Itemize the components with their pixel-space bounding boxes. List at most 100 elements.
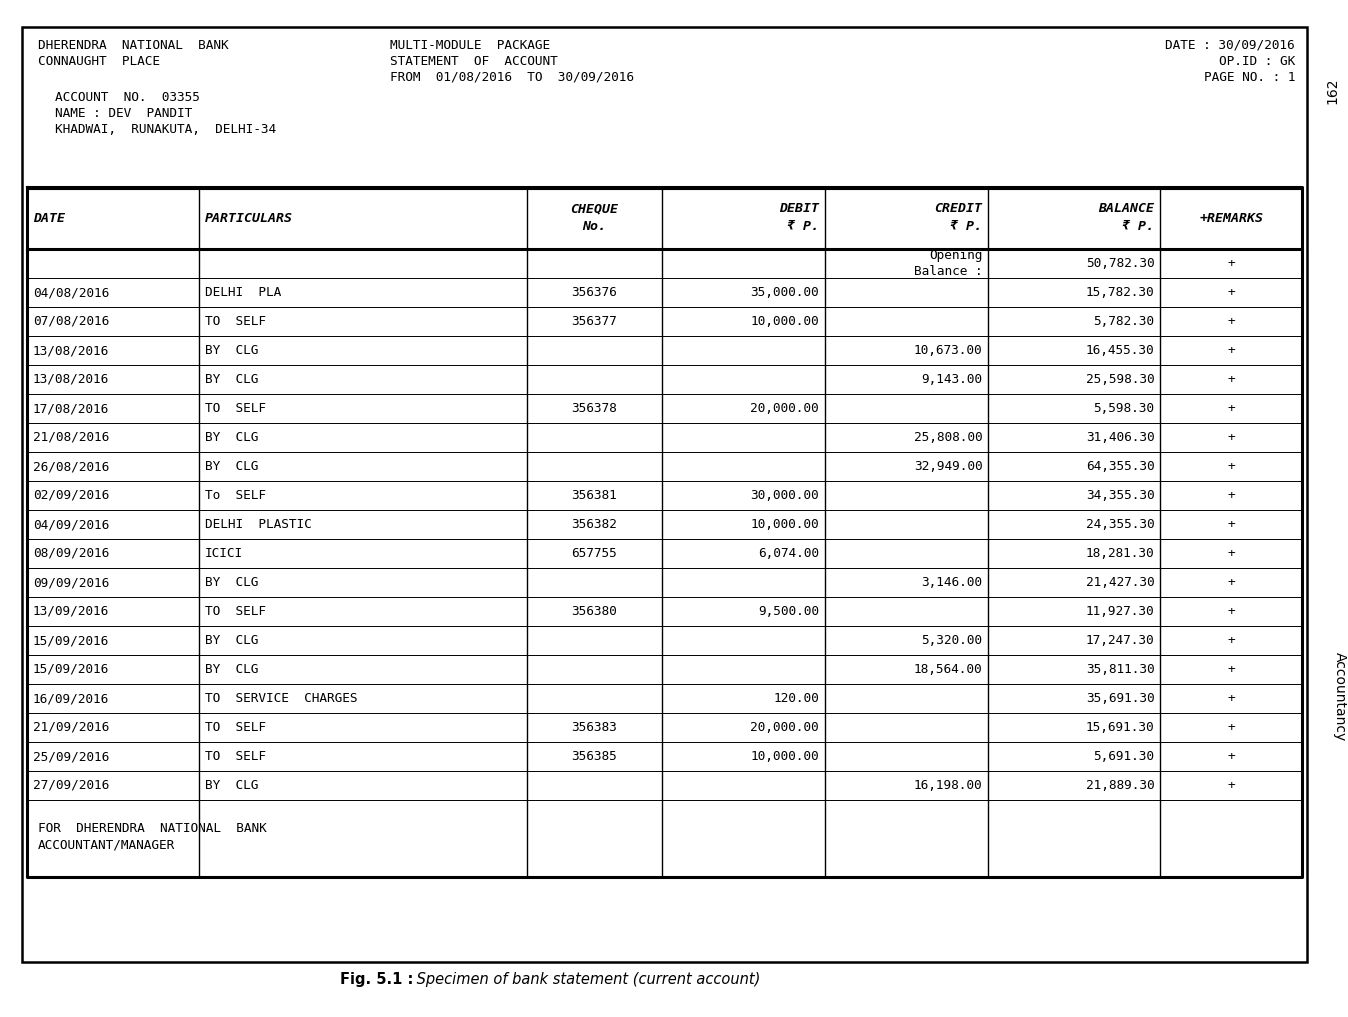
Text: TO  SELF: TO SELF bbox=[205, 750, 266, 763]
Text: 21,427.30: 21,427.30 bbox=[1086, 576, 1154, 589]
Text: +: + bbox=[1228, 344, 1235, 357]
Text: KHADWAI,  RUNAKUTA,  DELHI-34: KHADWAI, RUNAKUTA, DELHI-34 bbox=[55, 123, 276, 136]
Text: ICICI: ICICI bbox=[205, 547, 243, 560]
Text: TO  SERVICE  CHARGES: TO SERVICE CHARGES bbox=[205, 692, 357, 705]
Text: 15,691.30: 15,691.30 bbox=[1086, 721, 1154, 734]
Text: 31,406.30: 31,406.30 bbox=[1086, 431, 1154, 444]
Text: 64,355.30: 64,355.30 bbox=[1086, 460, 1154, 473]
Text: BY  CLG: BY CLG bbox=[205, 634, 259, 647]
Text: Specimen of bank statement (current account): Specimen of bank statement (current acco… bbox=[412, 972, 760, 988]
Text: 162: 162 bbox=[1325, 77, 1339, 104]
Text: 21,889.30: 21,889.30 bbox=[1086, 779, 1154, 792]
Text: 04/08/2016: 04/08/2016 bbox=[32, 286, 109, 299]
Text: 3,146.00: 3,146.00 bbox=[921, 576, 983, 589]
Text: ₹ P.: ₹ P. bbox=[1123, 221, 1154, 234]
Text: BY  CLG: BY CLG bbox=[205, 663, 259, 676]
Text: 16/09/2016: 16/09/2016 bbox=[32, 692, 109, 705]
Text: TO  SELF: TO SELF bbox=[205, 605, 266, 618]
Text: TO  SELF: TO SELF bbox=[205, 721, 266, 734]
Text: +: + bbox=[1228, 750, 1235, 763]
Text: CREDIT: CREDIT bbox=[934, 202, 983, 216]
Text: 6,074.00: 6,074.00 bbox=[758, 547, 820, 560]
Text: 21/08/2016: 21/08/2016 bbox=[32, 431, 109, 444]
Text: 356385: 356385 bbox=[572, 750, 617, 763]
Text: 25,808.00: 25,808.00 bbox=[914, 431, 983, 444]
Text: +: + bbox=[1228, 779, 1235, 792]
Text: +: + bbox=[1228, 518, 1235, 531]
Text: 5,691.30: 5,691.30 bbox=[1093, 750, 1154, 763]
Text: 15/09/2016: 15/09/2016 bbox=[32, 663, 109, 676]
Text: DELHI  PLASTIC: DELHI PLASTIC bbox=[205, 518, 311, 531]
Text: +: + bbox=[1228, 257, 1235, 270]
Text: FOR  DHERENDRA  NATIONAL  BANK: FOR DHERENDRA NATIONAL BANK bbox=[38, 822, 267, 835]
Text: 34,355.30: 34,355.30 bbox=[1086, 489, 1154, 502]
Text: 26/08/2016: 26/08/2016 bbox=[32, 460, 109, 473]
Text: ₹ P.: ₹ P. bbox=[950, 221, 983, 234]
Text: 50,782.30: 50,782.30 bbox=[1086, 257, 1154, 270]
Text: 13/09/2016: 13/09/2016 bbox=[32, 605, 109, 618]
Text: ₹ P.: ₹ P. bbox=[787, 221, 820, 234]
Text: 10,000.00: 10,000.00 bbox=[751, 750, 820, 763]
Text: 356378: 356378 bbox=[572, 402, 617, 415]
Text: 120.00: 120.00 bbox=[774, 692, 820, 705]
Text: 20,000.00: 20,000.00 bbox=[751, 402, 820, 415]
Text: BY  CLG: BY CLG bbox=[205, 460, 259, 473]
Text: 35,000.00: 35,000.00 bbox=[751, 286, 820, 299]
Text: 32,949.00: 32,949.00 bbox=[914, 460, 983, 473]
Text: 9,143.00: 9,143.00 bbox=[921, 373, 983, 386]
Text: 30,000.00: 30,000.00 bbox=[751, 489, 820, 502]
Text: +: + bbox=[1228, 431, 1235, 444]
Text: 35,691.30: 35,691.30 bbox=[1086, 692, 1154, 705]
Text: 10,000.00: 10,000.00 bbox=[751, 315, 820, 328]
Text: 13/08/2016: 13/08/2016 bbox=[32, 373, 109, 386]
Text: 356381: 356381 bbox=[572, 489, 617, 502]
Text: 356380: 356380 bbox=[572, 605, 617, 618]
Text: BALANCE: BALANCE bbox=[1099, 202, 1154, 216]
Text: +: + bbox=[1228, 634, 1235, 647]
Text: 25/09/2016: 25/09/2016 bbox=[32, 750, 109, 763]
Text: 04/09/2016: 04/09/2016 bbox=[32, 518, 109, 531]
Text: 13/08/2016: 13/08/2016 bbox=[32, 344, 109, 357]
Text: +: + bbox=[1228, 721, 1235, 734]
Text: +: + bbox=[1228, 286, 1235, 299]
Text: 356382: 356382 bbox=[572, 518, 617, 531]
Text: CHEQUE: CHEQUE bbox=[570, 202, 619, 216]
Text: 356377: 356377 bbox=[572, 315, 617, 328]
Text: +: + bbox=[1228, 605, 1235, 618]
Text: +: + bbox=[1228, 692, 1235, 705]
Text: 27/09/2016: 27/09/2016 bbox=[32, 779, 109, 792]
Text: 18,564.00: 18,564.00 bbox=[914, 663, 983, 676]
Text: BY  CLG: BY CLG bbox=[205, 431, 259, 444]
Text: 24,355.30: 24,355.30 bbox=[1086, 518, 1154, 531]
Text: +: + bbox=[1228, 489, 1235, 502]
Text: +: + bbox=[1228, 663, 1235, 676]
Text: Accountancy: Accountancy bbox=[1333, 652, 1347, 741]
Text: 09/09/2016: 09/09/2016 bbox=[32, 576, 109, 589]
Text: 9,500.00: 9,500.00 bbox=[758, 605, 820, 618]
Text: 35,811.30: 35,811.30 bbox=[1086, 663, 1154, 676]
Text: NAME : DEV  PANDIT: NAME : DEV PANDIT bbox=[55, 107, 193, 120]
Text: 657755: 657755 bbox=[572, 547, 617, 560]
Text: BY  CLG: BY CLG bbox=[205, 779, 259, 792]
Text: 07/08/2016: 07/08/2016 bbox=[32, 315, 109, 328]
Text: +: + bbox=[1228, 373, 1235, 386]
Text: 21/09/2016: 21/09/2016 bbox=[32, 721, 109, 734]
Text: +: + bbox=[1228, 315, 1235, 328]
Text: BY  CLG: BY CLG bbox=[205, 344, 259, 357]
Text: +: + bbox=[1228, 576, 1235, 589]
Text: DELHI  PLA: DELHI PLA bbox=[205, 286, 282, 299]
Text: PAGE NO. : 1: PAGE NO. : 1 bbox=[1204, 71, 1295, 84]
Text: STATEMENT  OF  ACCOUNT: STATEMENT OF ACCOUNT bbox=[390, 55, 558, 68]
Text: CONNAUGHT  PLACE: CONNAUGHT PLACE bbox=[38, 55, 160, 68]
Text: 356383: 356383 bbox=[572, 721, 617, 734]
Text: DHERENDRA  NATIONAL  BANK: DHERENDRA NATIONAL BANK bbox=[38, 39, 229, 52]
Text: BY  CLG: BY CLG bbox=[205, 576, 259, 589]
Text: 17/08/2016: 17/08/2016 bbox=[32, 402, 109, 415]
Text: PARTICULARS: PARTICULARS bbox=[205, 212, 293, 225]
Text: +REMARKS: +REMARKS bbox=[1200, 212, 1263, 225]
Text: TO  SELF: TO SELF bbox=[205, 402, 266, 415]
Text: TO  SELF: TO SELF bbox=[205, 315, 266, 328]
Text: 10,673.00: 10,673.00 bbox=[914, 344, 983, 357]
Text: FROM  01/08/2016  TO  30/09/2016: FROM 01/08/2016 TO 30/09/2016 bbox=[390, 71, 634, 84]
Text: OP.ID : GK: OP.ID : GK bbox=[1219, 55, 1295, 68]
